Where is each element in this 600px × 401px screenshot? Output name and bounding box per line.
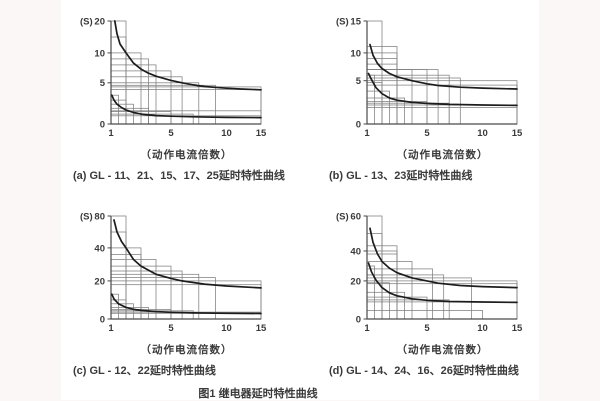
chart-b-caption: (b) GL - 13、23延时特性曲线: [329, 170, 473, 182]
lower-curve: [110, 293, 262, 315]
chart-d-caption: (d) GL - 14、24、16、26延时特性曲线: [329, 365, 519, 377]
y-tick-label: 5: [100, 78, 106, 89]
chart-c-x-axis-title: （动作电流倍数）: [140, 344, 233, 356]
upper-curve: [369, 43, 518, 90]
upper-curve: [369, 227, 518, 289]
y-tick-label: 40: [94, 243, 105, 254]
y-tick-label: 10: [350, 48, 361, 59]
y-unit-label: (S): [336, 16, 349, 27]
y-unit-label: (S): [80, 16, 93, 27]
y-tick-label: 5: [356, 76, 362, 87]
y-tick-label: 80: [94, 211, 105, 222]
tolerance-box: [366, 310, 483, 320]
tolerance-box: [366, 299, 450, 320]
lower-curve: [110, 94, 262, 119]
x-tick-label: 5: [424, 323, 430, 334]
chart-c-caption: (c) GL - 12、22延时特性曲线: [73, 365, 216, 377]
x-tick-label: 10: [221, 128, 232, 139]
x-tick-label: 15: [512, 323, 523, 334]
tolerance-box: [110, 293, 119, 320]
upper-curve: [113, 20, 262, 91]
x-tick-label: 1: [108, 128, 114, 139]
tolerance-box: [110, 84, 216, 125]
tolerance-box: [366, 102, 450, 125]
x-tick-label: 1: [364, 128, 370, 139]
x-tick-label: 5: [168, 128, 174, 139]
y-tick-label: 0: [356, 314, 361, 325]
y-tick-label: 0: [100, 119, 105, 130]
x-tick-label: 15: [256, 323, 267, 334]
document-page: 0 5 10 20 (S) 1 5 10 15 （动作电流倍数） (a) GL - 11、21、…: [61, 0, 539, 400]
tolerance-box: [110, 94, 119, 125]
x-tick-label: 10: [477, 128, 488, 139]
lower-curve: [367, 72, 518, 107]
x-tick-label: 5: [424, 128, 430, 139]
x-tick-label: 15: [256, 128, 267, 139]
x-tick-label: 15: [512, 128, 523, 139]
chart-a: 0 5 10 20 (S) 1 5 10 15 （动作电流倍数） (a) GL - 11、21、…: [73, 14, 285, 183]
x-tick-label: 10: [221, 323, 232, 334]
y-unit-label: (S): [336, 211, 349, 222]
chart-d-x-axis-title: （动作电流倍数）: [396, 344, 489, 356]
y-unit-label: (S): [80, 211, 93, 222]
chart-b: 0 5 10 15 (S) 1 5 10 15 （动作电流倍数） (b) GL - 13、23延…: [329, 14, 535, 183]
x-tick-label: 1: [108, 323, 114, 334]
y-tick-label: 60: [350, 211, 361, 222]
y-tick-label: 15: [350, 16, 361, 27]
tolerance-box: [366, 97, 405, 125]
y-tick-label: 0: [100, 314, 105, 325]
tolerance-box: [366, 268, 433, 320]
charts-grid: 0 5 10 20 (S) 1 5 10 15 （动作电流倍数） (a) GL - 11、21、…: [61, 0, 539, 378]
x-tick-label: 1: [364, 323, 370, 334]
y-tick-label: 20: [94, 276, 105, 287]
chart-b-x-axis-title: （动作电流倍数）: [396, 149, 489, 161]
chart-d: 0 20 40 60 (S) 1 5 10 15 （动作电流倍数） (d) GL - 14、24…: [329, 209, 535, 378]
y-tick-label: 40: [350, 246, 361, 257]
y-tick-label: 10: [94, 48, 105, 59]
lower-curve: [367, 262, 518, 304]
chart-a-caption: (a) GL - 11、21、15、17、25延时特性曲线: [73, 170, 285, 182]
x-tick-label: 10: [477, 323, 488, 334]
tolerance-box: [366, 282, 390, 320]
x-tick-label: 5: [168, 323, 174, 334]
y-tick-label: 20: [350, 276, 361, 287]
chart-a-x-axis-title: （动作电流倍数）: [140, 149, 233, 161]
tolerance-box: [110, 82, 200, 125]
chart-c: 0 20 40 80 (S) 1 5 10 15 （动作电流倍数） (c) GL - 12、22…: [73, 209, 279, 378]
figure-caption: 图1 继电器延时特性曲线: [198, 388, 318, 400]
y-tick-label: 0: [356, 119, 361, 130]
y-tick-label: 20: [94, 16, 105, 27]
upper-curve: [113, 219, 262, 289]
